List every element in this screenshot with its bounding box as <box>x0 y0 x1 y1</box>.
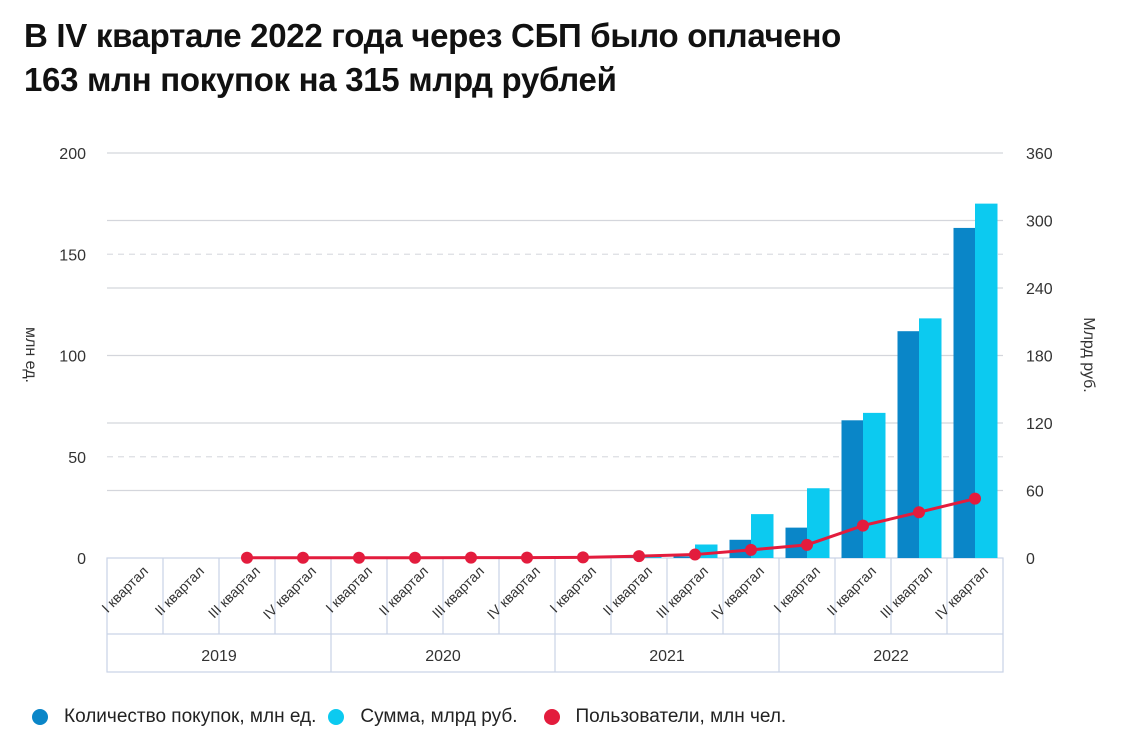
grid-lines <box>107 152 1003 492</box>
category-label: IV квартал <box>484 563 543 622</box>
bar-purchases <box>897 331 919 558</box>
year-label: 2020 <box>425 648 461 665</box>
category-label: I квартал <box>322 563 375 616</box>
users-point <box>409 551 421 564</box>
category-label: III квартал <box>653 563 711 621</box>
chart-title-line-2: 163 млн покупок на 315 млрд рублей <box>24 61 617 98</box>
y-tick-right: 300 <box>1026 214 1053 231</box>
year-label: 2022 <box>873 648 909 665</box>
users-point <box>633 550 645 563</box>
y-tick-left: 200 <box>59 146 86 163</box>
bar-purchases <box>673 556 695 558</box>
y-tick-left: 0 <box>77 551 86 568</box>
legend-dot-icon <box>328 709 345 725</box>
users-point <box>297 551 309 564</box>
y-tick-right: 120 <box>1026 416 1053 433</box>
category-label: IV квартал <box>932 563 991 622</box>
chart-title-line-1: В IV квартале 2022 года через СБП было о… <box>24 17 841 54</box>
y-tick-left: 50 <box>68 450 86 467</box>
legend-dot-icon <box>32 709 48 725</box>
bar-purchases <box>785 527 807 558</box>
y-tick-right: 60 <box>1026 484 1044 501</box>
legend-item-users[interactable]: Пользователи, млн чел. <box>526 706 787 728</box>
users-point <box>801 538 813 551</box>
chart-title: В IV квартале 2022 года через СБП было о… <box>24 14 841 102</box>
users-line-path <box>247 497 976 560</box>
category-label: II квартал <box>600 563 656 619</box>
bar-sum <box>863 412 886 558</box>
users-line <box>241 492 981 564</box>
y-tick-right: 0 <box>1026 551 1035 568</box>
year-label: 2019 <box>201 648 237 665</box>
legend-label: Количество покупок, млн ед. <box>64 706 317 727</box>
y-axis-left-title: млн ед. <box>22 327 39 383</box>
legend-item-purchases[interactable]: Количество покупок, млн ед. <box>32 706 316 728</box>
y-tick-right: 180 <box>1026 349 1053 366</box>
legend-item-sum[interactable]: Сумма, млрд руб. <box>324 706 518 728</box>
bar-sum <box>919 318 942 558</box>
users-point <box>745 543 757 556</box>
category-label: IV квартал <box>260 563 319 622</box>
y-tick-right: 240 <box>1026 281 1053 298</box>
category-label: II квартал <box>824 563 880 619</box>
legend: Количество покупок, млн ед. Сумма, млрд … <box>32 706 794 728</box>
users-point <box>521 551 533 564</box>
legend-label: Сумма, млрд руб. <box>360 706 518 727</box>
bar-purchases <box>841 420 863 558</box>
y-tick-right: 360 <box>1026 146 1053 163</box>
y-axis-right-title: Млрд руб. <box>1080 317 1097 392</box>
bars <box>617 203 998 559</box>
bar-purchases <box>953 227 975 559</box>
users-point <box>913 506 925 519</box>
category-label: I квартал <box>770 563 823 616</box>
bar-sum <box>975 203 998 558</box>
category-label: III квартал <box>877 563 935 621</box>
users-point <box>577 551 589 564</box>
users-point <box>689 548 701 561</box>
bar-purchases <box>729 539 751 558</box>
users-point <box>465 551 477 564</box>
category-label: IV квартал <box>708 563 767 622</box>
category-label: II квартал <box>376 563 432 619</box>
year-label: 2021 <box>649 648 685 665</box>
users-point <box>353 551 365 564</box>
y-axis-left: 0 50 100 150 200 <box>59 146 86 568</box>
users-point <box>241 551 253 564</box>
category-label: III квартал <box>429 563 487 621</box>
users-point <box>857 519 869 532</box>
category-label: I квартал <box>546 563 599 616</box>
legend-dot-icon <box>543 709 560 725</box>
category-label: I квартал <box>98 563 151 616</box>
category-label: III квартал <box>205 563 263 621</box>
y-tick-left: 100 <box>59 349 86 366</box>
y-tick-left: 150 <box>59 247 86 264</box>
users-point <box>969 492 981 505</box>
y-axis-right: 0 60 120 180 240 300 360 <box>1026 146 1053 568</box>
legend-label: Пользователи, млн чел. <box>575 706 787 727</box>
category-label: II квартал <box>152 563 208 619</box>
